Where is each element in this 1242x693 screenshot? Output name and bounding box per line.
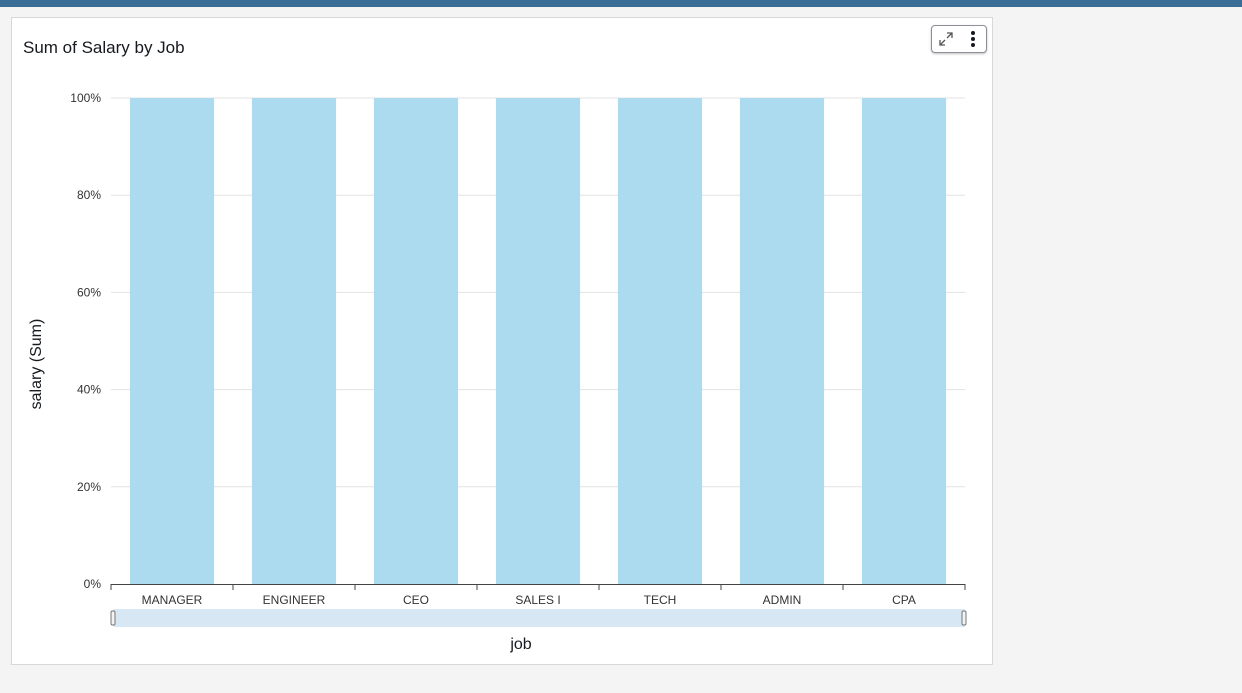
y-tick-label: 80% xyxy=(77,188,101,202)
bars xyxy=(129,98,947,584)
bar-cpa[interactable] xyxy=(861,98,947,584)
x-tick-labels: MANAGER ENGINEER CEO SALES I TECH ADMIN CPA xyxy=(142,593,916,607)
visual-toolbar xyxy=(931,25,987,53)
x-scrollbar[interactable] xyxy=(110,609,967,627)
bar-ceo[interactable] xyxy=(373,98,459,584)
y-tick-label: 0% xyxy=(84,577,102,591)
x-axis-title: job xyxy=(509,636,531,653)
app-header-bar xyxy=(0,0,1242,7)
bar-manager[interactable] xyxy=(129,98,215,584)
x-tick-label: SALES I xyxy=(515,593,560,607)
bar-admin[interactable] xyxy=(739,98,825,584)
x-tick-label: TECH xyxy=(644,593,677,607)
x-tick-label: ADMIN xyxy=(763,593,802,607)
expand-button[interactable] xyxy=(932,26,959,52)
chart-title: Sum of Salary by Job xyxy=(23,38,185,57)
x-tick-label: MANAGER xyxy=(142,593,203,607)
vertical-dots-icon xyxy=(970,31,975,47)
bar-engineer[interactable] xyxy=(251,98,337,584)
x-tick-label: CPA xyxy=(892,593,916,607)
x-tick-label: ENGINEER xyxy=(263,593,326,607)
bar-sales-i[interactable] xyxy=(495,98,581,584)
y-tick-label: 40% xyxy=(77,383,101,397)
scrollbar-left-handle[interactable] xyxy=(110,610,116,626)
y-tick-label: 20% xyxy=(77,480,101,494)
y-axis-title: salary (Sum) xyxy=(28,319,45,410)
scrollbar-right-handle[interactable] xyxy=(961,610,967,626)
x-tick-label: CEO xyxy=(403,593,429,607)
y-tick-labels: 0% 20% 40% 60% 80% 100% xyxy=(70,91,101,591)
expand-icon xyxy=(938,32,953,46)
scrollbar-track[interactable] xyxy=(113,609,965,627)
bar-tech[interactable] xyxy=(617,98,703,584)
y-tick-label: 60% xyxy=(77,285,101,299)
more-options-button[interactable] xyxy=(959,26,986,52)
axes xyxy=(110,584,966,590)
y-tick-label: 100% xyxy=(70,91,101,105)
